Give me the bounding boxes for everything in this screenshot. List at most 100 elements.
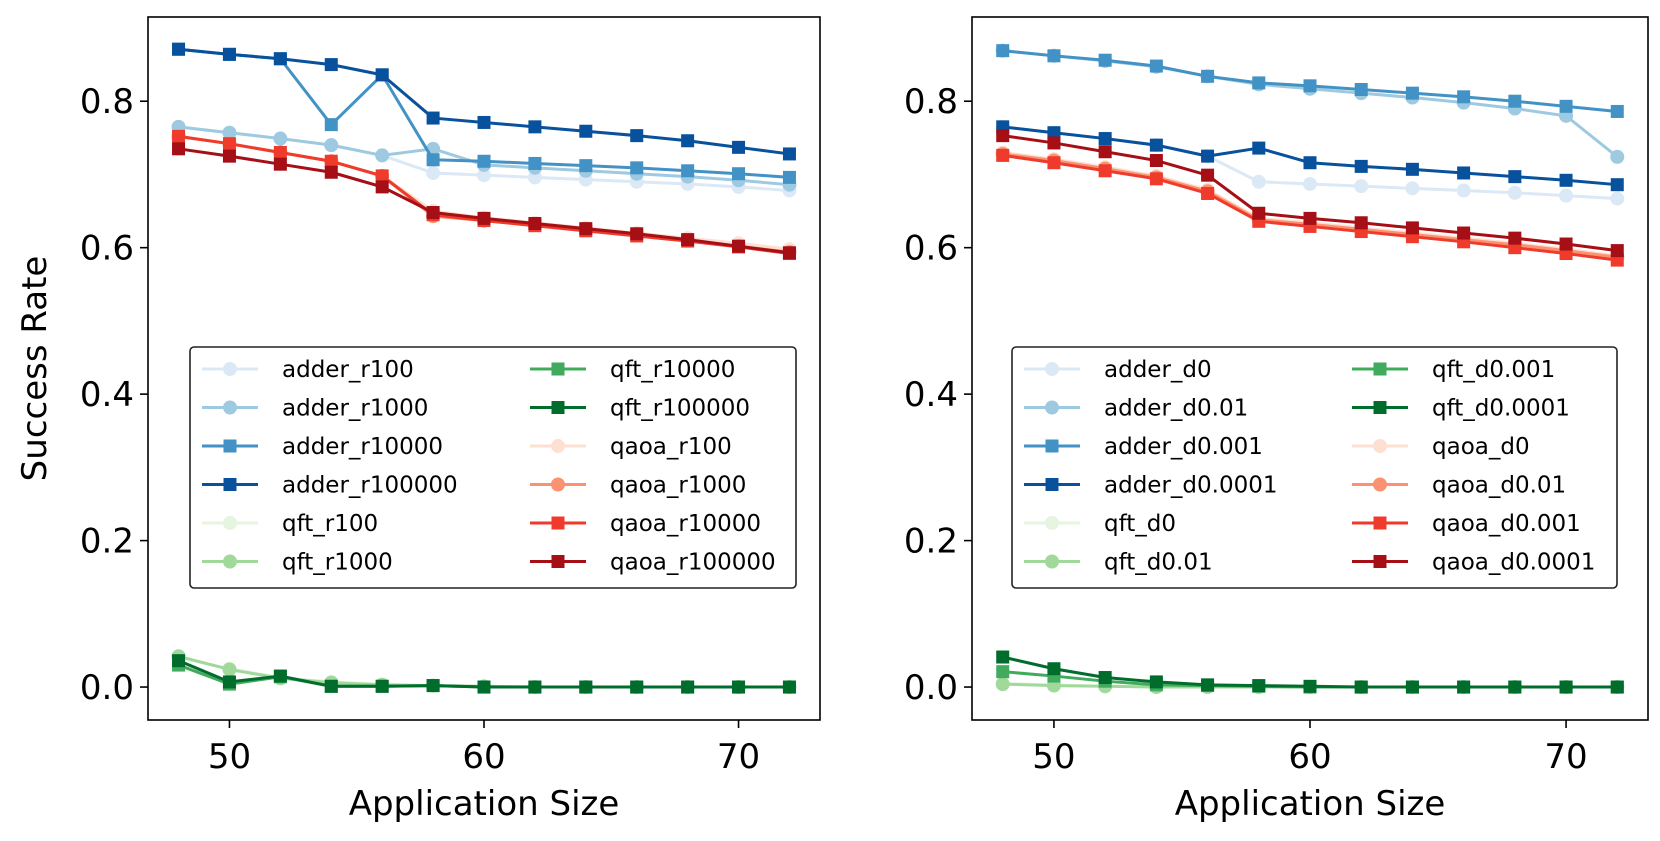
data-point: [528, 217, 542, 231]
legend-label: adder_r100000: [282, 473, 458, 499]
data-point: [1559, 680, 1573, 694]
data-point: [172, 142, 186, 156]
data-point: [681, 164, 695, 178]
data-point: [477, 211, 491, 225]
data-point: [1610, 680, 1624, 694]
data-point: [222, 137, 236, 151]
legend-marker: [1045, 516, 1059, 530]
data-point: [579, 222, 593, 236]
legend-entry: qaoa_r1000: [530, 473, 746, 499]
series-adder_d0.001: [996, 44, 1624, 118]
data-point: [1457, 680, 1471, 694]
y-axis-label: Success Rate: [15, 256, 55, 482]
data-point: [630, 227, 644, 241]
data-point: [1508, 680, 1522, 694]
data-point: [1149, 154, 1163, 168]
legend-marker: [1373, 401, 1387, 414]
data-point: [1303, 679, 1317, 693]
legend: adder_d0 adder_d0.01 adder_d0.001 adder_d0.…: [1011, 346, 1618, 589]
legend-label: qft_d0.001: [1432, 357, 1555, 383]
legend-entry: adder_r100: [202, 357, 414, 383]
x-axis-label: Application Size: [349, 784, 620, 824]
legend-label: qft_d0: [1104, 511, 1176, 537]
data-point: [630, 129, 644, 143]
data-point: [630, 680, 644, 694]
legend-marker: [1045, 439, 1059, 453]
data-point: [1405, 162, 1419, 176]
x-tick-label: 50: [208, 737, 251, 777]
data-point: [1252, 141, 1266, 155]
legend-marker: [1045, 400, 1059, 415]
legend-marker: [223, 400, 237, 415]
data-point: [1610, 149, 1625, 164]
data-point: [782, 170, 796, 184]
x-tick-label: 70: [717, 737, 760, 777]
data-point: [1559, 99, 1573, 113]
data-point: [1251, 174, 1266, 189]
data-point: [1354, 179, 1369, 194]
legend-marker: [551, 439, 565, 453]
legend-label: qft_r10000: [610, 357, 735, 383]
y-tick-label: 0.8: [80, 82, 134, 122]
legend-marker: [223, 362, 237, 376]
series-qaoa_r100000: [172, 142, 796, 260]
data-point: [172, 654, 186, 668]
legend-label: qft_r100000: [610, 396, 750, 422]
data-point: [1457, 166, 1471, 180]
data-point: [996, 44, 1010, 58]
data-point: [782, 246, 796, 260]
legend-marker: [1045, 362, 1059, 376]
data-point: [630, 161, 644, 175]
data-point: [1610, 104, 1624, 118]
legend-entry: qaoa_r100: [530, 434, 732, 460]
data-point: [1354, 216, 1368, 230]
data-point: [324, 679, 338, 693]
data-point: [1508, 170, 1522, 184]
legend-marker: [223, 439, 237, 453]
data-point: [426, 165, 441, 180]
legend-label: qaoa_r100000: [610, 550, 776, 576]
legend-marker: [551, 401, 565, 414]
data-point: [732, 239, 746, 253]
legend-marker: [1045, 554, 1059, 569]
legend-marker: [551, 362, 565, 376]
legend-label: qaoa_r100: [610, 434, 732, 460]
legend-entry: adder_d0: [1024, 357, 1212, 383]
data-point: [273, 145, 287, 159]
data-point: [1303, 176, 1317, 191]
chart-panel-2: 50 60 70 0.0 0.2 0.4 0.6 0.8 Application Size add…: [904, 16, 1649, 824]
data-point: [375, 169, 389, 183]
legend-marker: [223, 478, 237, 491]
legend-marker: [1373, 439, 1387, 453]
data-point: [172, 129, 186, 143]
data-point: [995, 677, 1010, 692]
data-point: [324, 165, 338, 179]
legend-label: adder_d0.001: [1104, 434, 1263, 460]
data-point: [273, 157, 287, 171]
y-tick-label: 0.4: [80, 375, 134, 415]
data-point: [732, 140, 746, 154]
data-point: [222, 149, 236, 163]
data-point: [1047, 662, 1061, 676]
legend: adder_r100 adder_r1000 adder_r10000 adder_r…: [189, 346, 797, 589]
data-point: [222, 47, 236, 61]
data-point: [681, 233, 695, 247]
y-tick-label: 0.6: [904, 229, 958, 269]
data-point: [1559, 237, 1573, 251]
data-point: [324, 58, 338, 72]
legend-entry: adder_d0.0001: [1024, 473, 1277, 499]
legend-marker: [551, 555, 565, 568]
legend-marker: [1045, 478, 1059, 491]
legend-marker: [1373, 362, 1387, 376]
legend-label: qaoa_d0: [1432, 434, 1530, 460]
data-point: [375, 68, 389, 82]
x-axis-label: Application Size: [1175, 784, 1446, 824]
legend-entry: adder_r1000: [202, 396, 428, 422]
data-point: [1508, 94, 1522, 108]
legend-label: adder_d0.0001: [1104, 473, 1277, 499]
x-tick-label: 50: [1032, 737, 1075, 777]
data-point: [477, 154, 491, 168]
y-tick-label: 0.8: [904, 82, 958, 122]
data-point: [375, 180, 389, 194]
